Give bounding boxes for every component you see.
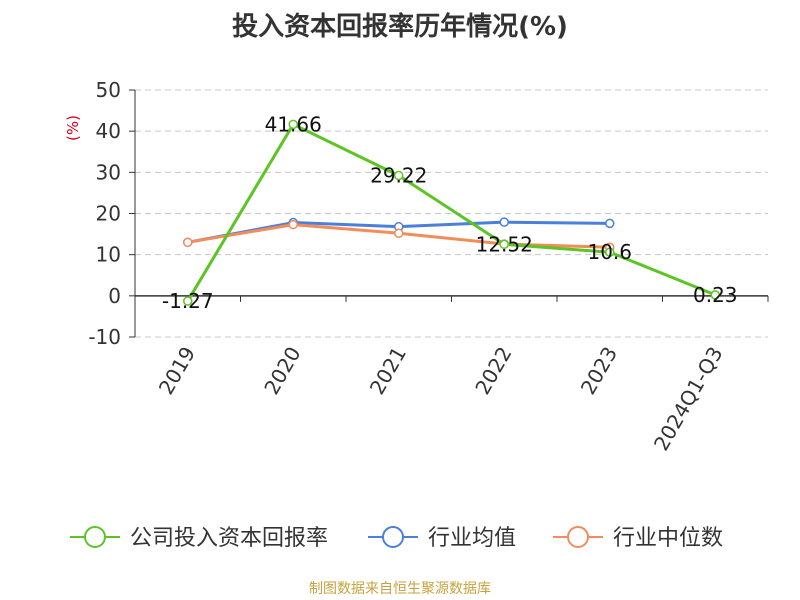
data-label: 0.23 bbox=[693, 283, 738, 307]
series bbox=[183, 119, 720, 306]
y-tick-label: 40 bbox=[96, 119, 121, 143]
data-point bbox=[605, 247, 615, 257]
data-labels: -1.27 41.66 29.22 12.52 10.6 0.23 bbox=[162, 112, 738, 313]
x-tick-label: 2023 bbox=[576, 343, 622, 399]
y-tick-label: 30 bbox=[96, 160, 121, 184]
y-tick-label: 10 bbox=[96, 243, 121, 267]
legend[interactable]: 公司投入资本回报率 行业均值 行业中位数 bbox=[70, 526, 723, 551]
y-axis-label: (%) bbox=[64, 115, 82, 141]
data-label: 41.66 bbox=[265, 112, 322, 136]
legend-swatch-marker bbox=[382, 526, 404, 548]
data-point bbox=[394, 170, 404, 181]
data-point bbox=[288, 119, 298, 130]
legend-label: 行业中位数 bbox=[613, 526, 723, 551]
chart-title: 投入资本回报率历年情况(%) bbox=[232, 12, 568, 42]
data-label: 29.22 bbox=[370, 164, 427, 188]
y-tick-label: 20 bbox=[96, 202, 121, 226]
data-point bbox=[710, 290, 720, 300]
x-tick-label: 2019 bbox=[154, 343, 200, 399]
axes: 50 40 30 20 10 0 -10 2019 2020 2021 2022 2023 2024Q1… bbox=[88, 78, 769, 455]
data-point bbox=[183, 237, 193, 248]
source-note: 制图数据来自恒生聚源数据库 bbox=[309, 581, 491, 597]
legend-item[interactable]: 行业中位数 bbox=[553, 526, 723, 551]
data-point bbox=[394, 228, 404, 239]
legend-item[interactable]: 行业均值 bbox=[368, 526, 516, 551]
y-tick-label: 50 bbox=[96, 78, 121, 102]
data-point bbox=[288, 219, 298, 230]
legend-label: 行业均值 bbox=[428, 526, 516, 551]
legend-item[interactable]: 公司投入资本回报率 bbox=[70, 526, 328, 551]
legend-swatch-marker bbox=[567, 526, 589, 548]
data-point bbox=[499, 217, 509, 227]
data-label: 10.6 bbox=[587, 240, 632, 264]
y-tick-label: -10 bbox=[88, 325, 121, 349]
series-line bbox=[186, 122, 716, 302]
legend-label: 公司投入资本回报率 bbox=[130, 526, 328, 551]
data-point bbox=[605, 218, 615, 229]
x-tick-label: 2024Q1-Q3 bbox=[649, 343, 728, 455]
y-tick-label: 0 bbox=[108, 284, 121, 308]
x-tick-label: 2021 bbox=[365, 343, 411, 399]
data-label: -1.27 bbox=[162, 289, 214, 313]
legend-swatch-marker bbox=[84, 526, 106, 548]
data-point bbox=[499, 239, 509, 250]
data-point bbox=[183, 296, 193, 306]
data-label: 12.52 bbox=[476, 232, 533, 256]
x-tick-label: 2020 bbox=[259, 343, 305, 399]
x-tick-label: 2022 bbox=[470, 343, 516, 399]
